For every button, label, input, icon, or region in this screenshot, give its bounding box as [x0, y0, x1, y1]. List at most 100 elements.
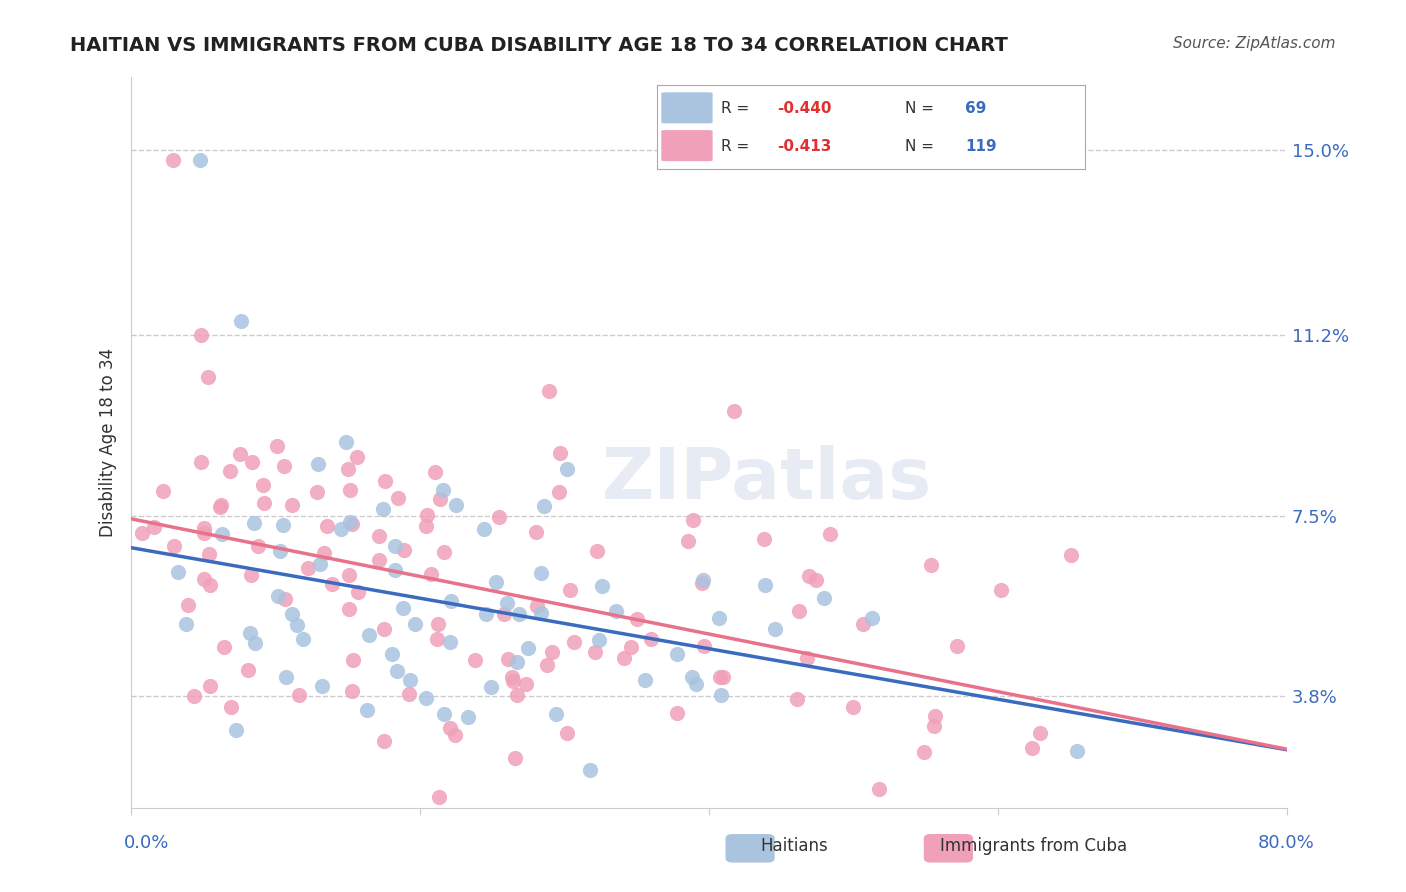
Point — [1029, 725, 1052, 739]
Point — [586, 544, 609, 558]
Point — [273, 592, 295, 607]
Point — [211, 527, 233, 541]
Text: 0.0%: 0.0% — [124, 834, 169, 852]
Point — [920, 558, 942, 572]
Point — [336, 461, 359, 475]
Point — [583, 645, 606, 659]
Point — [367, 552, 389, 566]
Text: Source: ZipAtlas.com: Source: ZipAtlas.com — [1173, 36, 1336, 51]
Point — [786, 691, 808, 706]
Point — [440, 593, 463, 607]
Point — [787, 604, 810, 618]
Point — [488, 510, 510, 524]
Point — [392, 543, 415, 558]
Point — [190, 328, 212, 343]
Point — [142, 520, 165, 534]
Point — [517, 640, 540, 655]
Point — [946, 640, 969, 654]
Point — [530, 607, 553, 621]
Point — [273, 459, 295, 474]
Point — [763, 622, 786, 636]
Point — [524, 524, 547, 539]
Point — [433, 706, 456, 721]
Point — [273, 518, 295, 533]
Point — [472, 522, 495, 536]
Point — [820, 527, 842, 541]
Text: HAITIAN VS IMMIGRANTS FROM CUBA DISABILITY AGE 18 TO 34 CORRELATION CHART: HAITIAN VS IMMIGRANTS FROM CUBA DISABILI… — [70, 36, 1008, 54]
Point — [247, 539, 270, 553]
Point — [797, 568, 820, 582]
Point — [197, 369, 219, 384]
Point — [415, 519, 437, 533]
Point — [1060, 548, 1083, 562]
Point — [176, 616, 198, 631]
Point — [723, 403, 745, 417]
Point — [193, 521, 215, 535]
Point — [281, 498, 304, 512]
Point — [373, 622, 395, 636]
Point — [505, 655, 527, 669]
Point — [321, 577, 343, 591]
Point — [291, 632, 314, 646]
Point — [526, 599, 548, 614]
Point — [307, 457, 329, 471]
Point — [373, 734, 395, 748]
Point — [357, 628, 380, 642]
Point — [339, 483, 361, 498]
Point — [339, 515, 361, 529]
Point — [253, 496, 276, 510]
Point — [287, 618, 309, 632]
Point — [243, 516, 266, 530]
Point — [404, 616, 426, 631]
Point — [842, 699, 865, 714]
Point — [502, 673, 524, 688]
Point — [239, 568, 262, 582]
Point — [690, 575, 713, 590]
Point — [193, 572, 215, 586]
Point — [709, 670, 731, 684]
Point — [433, 545, 456, 559]
Point — [613, 650, 636, 665]
Point — [506, 688, 529, 702]
Point — [432, 483, 454, 497]
Point — [626, 612, 648, 626]
Point — [381, 647, 404, 661]
Point — [315, 518, 337, 533]
Point — [665, 647, 688, 661]
Point — [281, 607, 304, 621]
Point — [813, 591, 835, 606]
Point — [912, 745, 935, 759]
Point — [162, 153, 184, 168]
Point — [384, 539, 406, 553]
Point — [183, 689, 205, 703]
Point — [1021, 741, 1043, 756]
Point — [485, 575, 508, 590]
Point — [387, 491, 409, 505]
Point — [692, 574, 714, 588]
Point — [633, 673, 655, 688]
Point — [457, 710, 479, 724]
Point — [163, 539, 186, 553]
Point — [707, 611, 730, 625]
Text: Immigrants from Cuba: Immigrants from Cuba — [939, 837, 1128, 855]
Point — [530, 566, 553, 581]
Y-axis label: Disability Age 18 to 34: Disability Age 18 to 34 — [100, 348, 117, 537]
Point — [547, 485, 569, 500]
Point — [544, 706, 567, 721]
Point — [371, 501, 394, 516]
Point — [356, 703, 378, 717]
Point — [562, 635, 585, 649]
Point — [427, 790, 450, 805]
Point — [427, 616, 450, 631]
Point — [188, 153, 211, 168]
Point — [619, 640, 641, 655]
Point — [190, 455, 212, 469]
Point — [239, 625, 262, 640]
Point — [605, 604, 627, 618]
Point — [212, 640, 235, 654]
Point — [166, 565, 188, 579]
Point — [501, 670, 523, 684]
Point — [335, 434, 357, 449]
Point — [922, 719, 945, 733]
Point — [860, 611, 883, 625]
